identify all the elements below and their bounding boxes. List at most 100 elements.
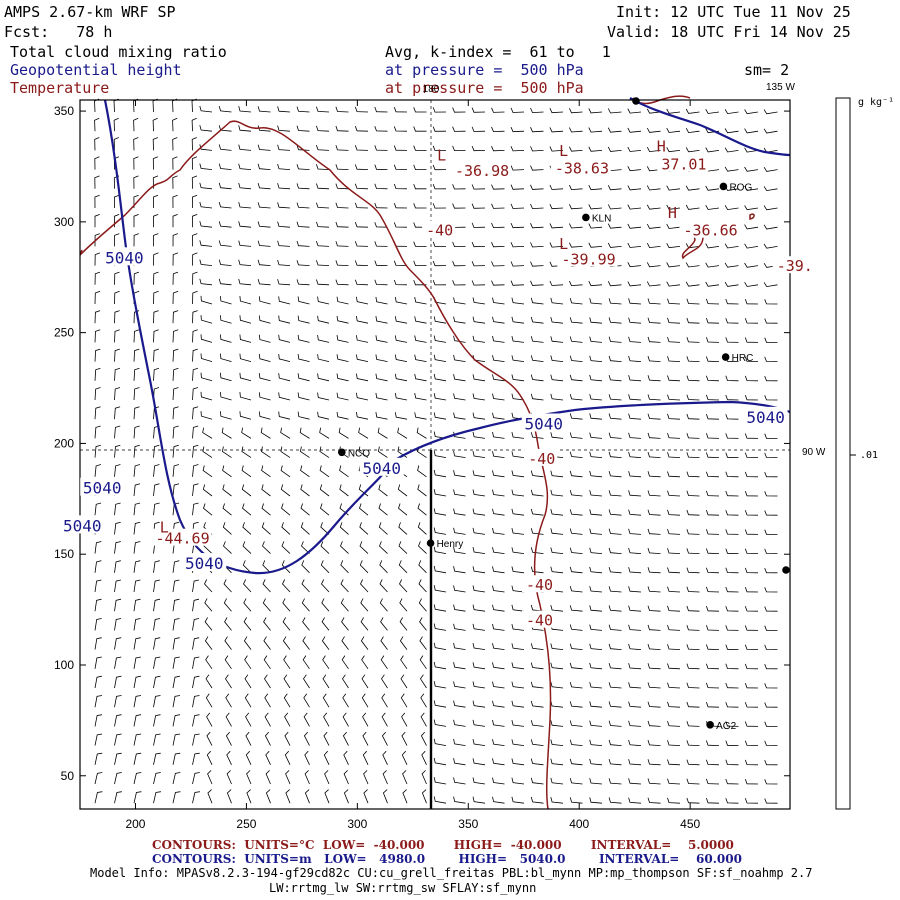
wind-barb	[153, 579, 160, 593]
wind-barb	[628, 451, 642, 458]
wind-barb	[549, 223, 564, 229]
wind-barb	[317, 296, 330, 305]
wind-barb	[744, 721, 759, 727]
temp-label-bg	[524, 448, 558, 466]
wind-barb	[282, 636, 291, 650]
wind-barb	[223, 598, 232, 612]
wind-barb	[472, 374, 486, 382]
wind-barb	[226, 750, 232, 765]
wind-barb	[113, 117, 119, 132]
wind-barb	[433, 777, 447, 785]
wind-barb	[646, 204, 661, 210]
wind-barb	[627, 166, 642, 172]
wind-barb	[172, 290, 179, 305]
wind-barb	[628, 509, 642, 516]
wind-barb	[646, 243, 661, 249]
wind-barb	[114, 387, 121, 401]
station-marker	[721, 353, 730, 361]
wind-barb	[433, 604, 447, 612]
wind-barb	[511, 681, 525, 689]
wind-barb	[200, 353, 213, 362]
wind-barb	[628, 394, 642, 401]
wind-barb	[375, 316, 388, 324]
wind-barb	[133, 579, 141, 593]
wind-barb	[744, 663, 759, 670]
wind-barb	[724, 128, 739, 134]
wind-barb	[471, 241, 486, 248]
wind-barb	[608, 758, 622, 766]
wind-barb	[192, 310, 198, 324]
wind-barb	[706, 471, 720, 478]
wind-barb	[94, 233, 100, 247]
wind-barb	[191, 156, 198, 170]
x-tick-label: 200	[125, 817, 145, 831]
wind-barb	[220, 295, 232, 305]
temp-label: -44.69	[155, 530, 209, 548]
height-label-bg	[102, 247, 147, 266]
wind-barb	[607, 223, 622, 229]
wind-barb	[530, 508, 544, 516]
wind-barb	[550, 470, 564, 478]
wind-barb	[402, 789, 408, 804]
wind-barb	[530, 777, 544, 785]
wind-barb	[420, 731, 427, 746]
wind-barb	[530, 796, 544, 804]
wind-barb	[320, 522, 330, 535]
wind-barb	[764, 433, 778, 439]
wind-barb	[262, 560, 271, 574]
wind-barb	[172, 579, 180, 593]
temp-label-bg	[521, 575, 555, 593]
wind-barb	[152, 194, 159, 209]
wind-barb	[316, 183, 330, 190]
wind-barb	[433, 393, 447, 401]
wind-barb	[399, 598, 408, 612]
wind-barb	[303, 731, 310, 746]
wind-barb	[686, 586, 700, 593]
wind-barb	[744, 109, 759, 115]
wind-barb	[363, 770, 369, 785]
wind-barb	[133, 521, 141, 535]
wind-barb	[94, 444, 101, 458]
pressure-center-letter: L	[160, 519, 169, 537]
wind-barb	[646, 108, 661, 114]
wind-barb	[706, 548, 720, 554]
wind-barb	[377, 427, 388, 439]
wind-barb	[550, 720, 564, 727]
wind-barb	[511, 720, 525, 727]
wind-barb	[530, 470, 544, 478]
wind-barb	[647, 682, 661, 689]
wind-barb	[192, 271, 198, 285]
wind-barb	[492, 796, 505, 804]
wind-barb	[472, 316, 486, 324]
wind-barb	[153, 483, 160, 497]
wind-barb	[317, 373, 330, 382]
wind-barb	[296, 260, 310, 266]
wind-barb	[324, 770, 330, 785]
wind-barb	[224, 655, 232, 670]
wind-barb	[226, 770, 232, 785]
pressure-center-letter: H	[657, 138, 666, 156]
wind-barb	[453, 412, 466, 420]
wind-barb	[764, 606, 778, 612]
wind-barb	[725, 298, 739, 305]
wind-barb	[550, 393, 564, 401]
wind-barb	[324, 789, 330, 804]
wind-barb	[530, 261, 544, 267]
wind-barb	[705, 109, 720, 114]
wind-barb	[94, 695, 103, 708]
wind-barb	[192, 752, 200, 765]
wind-barb	[530, 643, 544, 650]
wind-barb	[530, 203, 544, 210]
wind-barb	[608, 797, 622, 804]
wind-barb	[114, 579, 121, 593]
wind-barb	[172, 675, 180, 689]
wind-barb	[511, 796, 525, 804]
wind-barb	[764, 683, 778, 689]
wind-barb	[705, 281, 720, 287]
y-tick-label: 350	[54, 104, 74, 118]
wind-barb	[277, 240, 291, 247]
wind-barbs	[94, 98, 778, 804]
wind-barb	[725, 548, 739, 554]
wind-barb	[133, 137, 139, 151]
wind-barb	[297, 315, 310, 324]
